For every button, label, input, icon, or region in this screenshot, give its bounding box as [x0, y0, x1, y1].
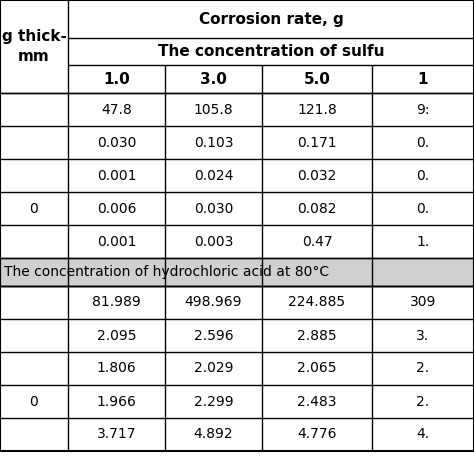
Text: The concentration of hydrochloric acid at 80°C: The concentration of hydrochloric acid a… — [4, 265, 329, 279]
Text: 3.717: 3.717 — [97, 428, 136, 441]
Text: 498.969: 498.969 — [185, 295, 242, 310]
Text: 121.8: 121.8 — [297, 102, 337, 117]
Text: 0.032: 0.032 — [297, 168, 337, 182]
Text: 3.0: 3.0 — [200, 72, 227, 86]
Text: 0.: 0. — [417, 168, 429, 182]
Text: 1.: 1. — [416, 235, 429, 248]
Text: 2.299: 2.299 — [194, 394, 233, 409]
Text: 0.103: 0.103 — [194, 136, 233, 149]
Text: 2.885: 2.885 — [297, 328, 337, 343]
Text: 0.003: 0.003 — [194, 235, 233, 248]
Text: 0.47: 0.47 — [301, 235, 332, 248]
Text: g thick-
mm: g thick- mm — [1, 29, 66, 64]
Text: 1.966: 1.966 — [97, 394, 137, 409]
Text: 2.065: 2.065 — [297, 362, 337, 375]
Text: 0.171: 0.171 — [297, 136, 337, 149]
Text: 4.: 4. — [417, 428, 429, 441]
Text: 0: 0 — [29, 394, 38, 409]
Bar — [0, 258, 474, 286]
Text: 3.: 3. — [417, 328, 429, 343]
Text: 4.892: 4.892 — [194, 428, 233, 441]
Text: 2.: 2. — [417, 394, 429, 409]
Text: 1.806: 1.806 — [97, 362, 137, 375]
Text: 5.0: 5.0 — [303, 72, 330, 86]
Text: 0.024: 0.024 — [194, 168, 233, 182]
Text: 0.006: 0.006 — [97, 201, 136, 216]
Text: The concentration of sulfu: The concentration of sulfu — [158, 44, 384, 59]
Text: 0.: 0. — [417, 136, 429, 149]
Text: 0.001: 0.001 — [97, 168, 136, 182]
Text: 105.8: 105.8 — [194, 102, 233, 117]
Text: 4.776: 4.776 — [297, 428, 337, 441]
Text: 1.0: 1.0 — [103, 72, 130, 86]
Text: 2.029: 2.029 — [194, 362, 233, 375]
Text: 2.483: 2.483 — [297, 394, 337, 409]
Text: 0.030: 0.030 — [194, 201, 233, 216]
Text: Corrosion rate, g: Corrosion rate, g — [199, 11, 343, 27]
Text: 2.095: 2.095 — [97, 328, 136, 343]
Text: 47.8: 47.8 — [101, 102, 132, 117]
Text: 309: 309 — [410, 295, 436, 310]
Text: 2.596: 2.596 — [194, 328, 233, 343]
Text: 81.989: 81.989 — [92, 295, 141, 310]
Text: 2.: 2. — [417, 362, 429, 375]
Text: 224.885: 224.885 — [289, 295, 346, 310]
Text: 0.030: 0.030 — [97, 136, 136, 149]
Text: 1: 1 — [418, 72, 428, 86]
Text: 0.001: 0.001 — [97, 235, 136, 248]
Text: 0.082: 0.082 — [297, 201, 337, 216]
Text: 9:: 9: — [416, 102, 430, 117]
Text: 0: 0 — [29, 201, 38, 216]
Text: 0.: 0. — [417, 201, 429, 216]
